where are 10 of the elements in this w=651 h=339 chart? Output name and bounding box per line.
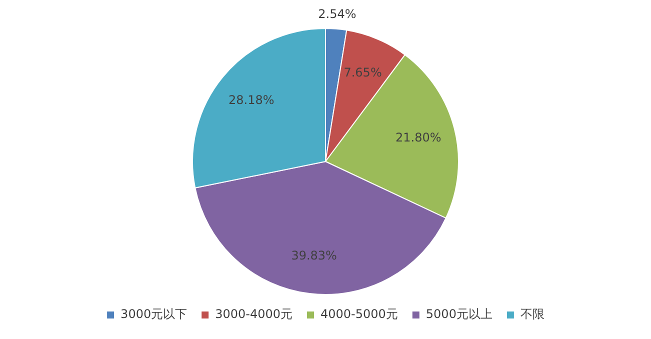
legend-label: 3000-4000元 <box>215 307 293 322</box>
data-label: 39.83% <box>291 248 337 263</box>
data-label: 21.80% <box>396 130 442 144</box>
data-label: 7.65% <box>344 65 382 80</box>
legend-label: 4000-5000元 <box>320 307 398 322</box>
legend-label: 不限 <box>520 307 544 322</box>
data-label: 2.54% <box>318 7 356 22</box>
data-label: 28.18% <box>228 93 274 108</box>
legend-label: 3000元以下 <box>120 307 188 322</box>
legend-label: 5000元以上 <box>426 307 492 322</box>
